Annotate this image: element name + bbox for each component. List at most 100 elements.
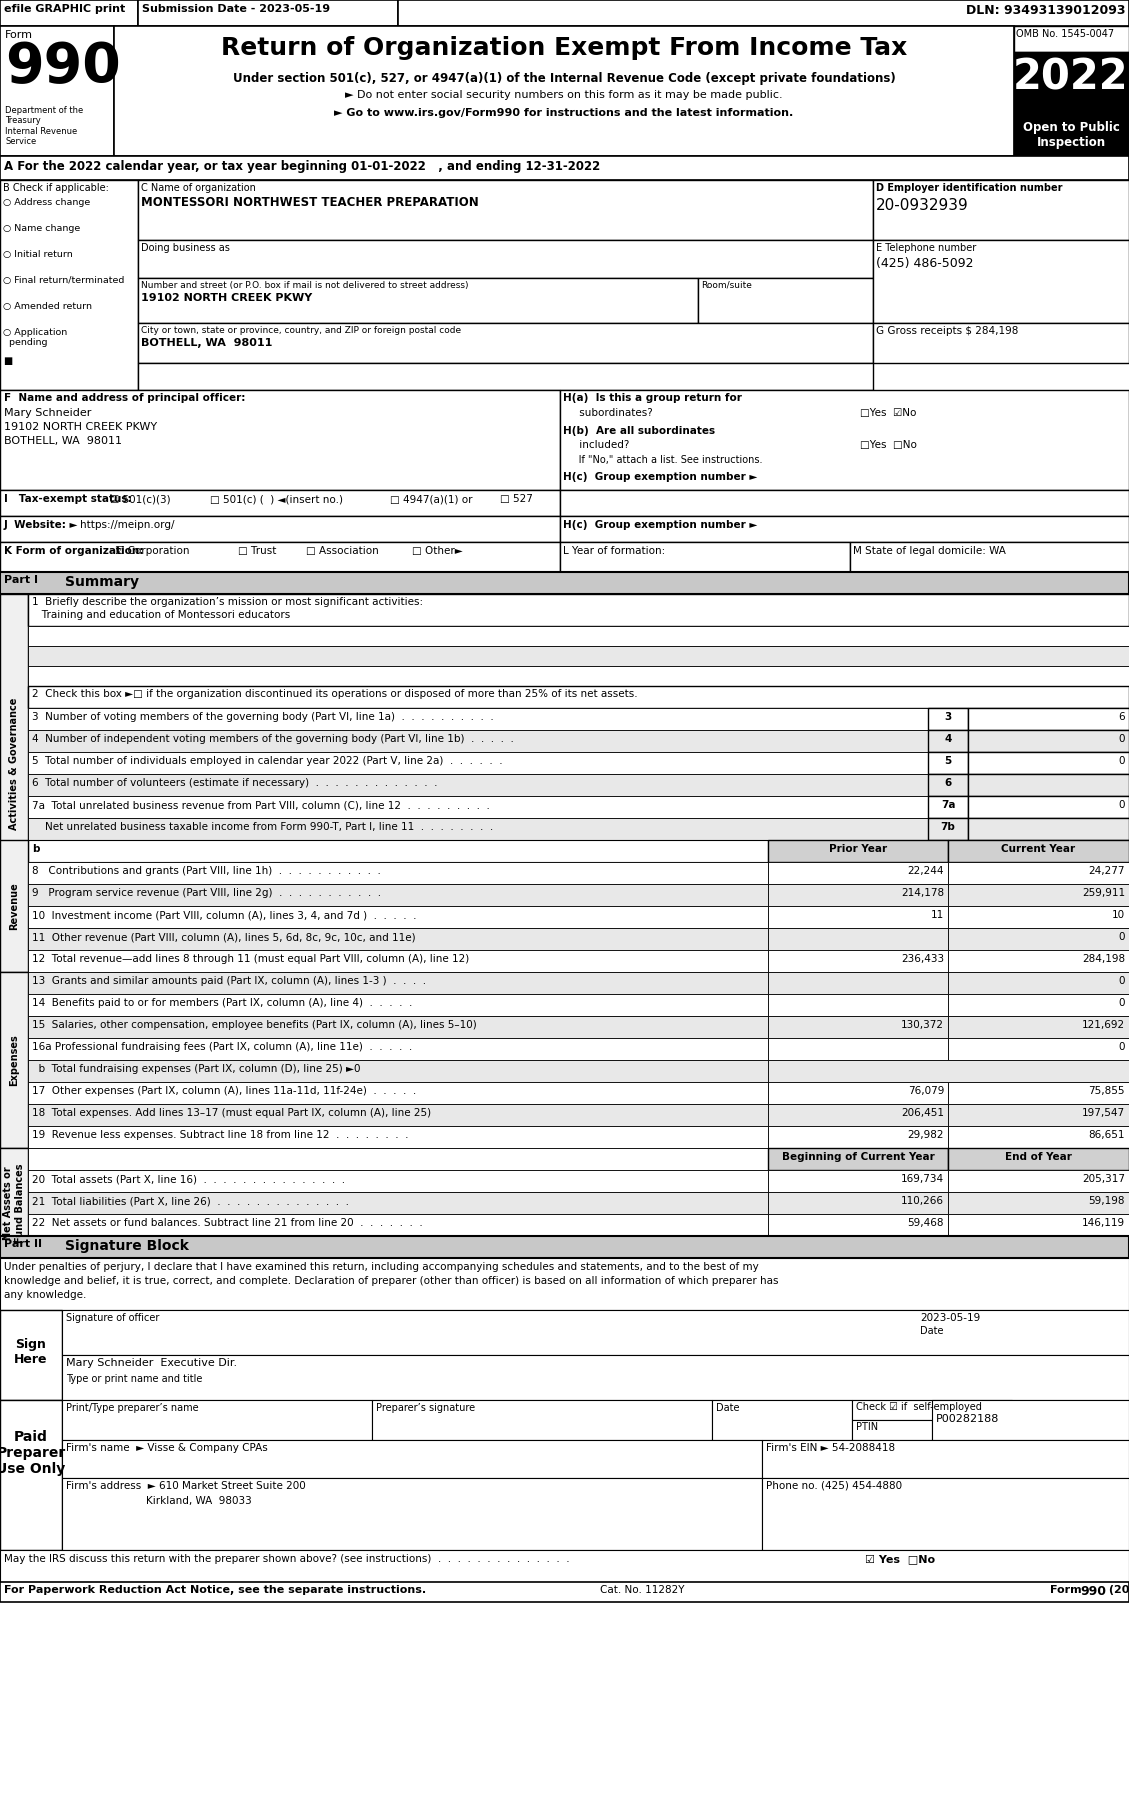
Bar [0, 25, 114, 156]
Text: Part I: Part I [5, 575, 38, 584]
Text: 0: 0 [1119, 932, 1124, 941]
Bar [948, 1170, 1129, 1192]
Text: any knowledge.: any knowledge. [5, 1290, 87, 1301]
Text: ○ Final return/terminated: ○ Final return/terminated [3, 276, 124, 285]
Bar [768, 994, 948, 1016]
Bar [928, 818, 968, 840]
Bar [768, 1192, 948, 1214]
Bar [0, 1148, 28, 1257]
Text: ☑ 501(c)(3): ☑ 501(c)(3) [110, 493, 170, 504]
Bar [698, 278, 873, 323]
Text: ○ Initial return: ○ Initial return [3, 250, 72, 259]
Bar [138, 278, 698, 323]
Text: 2022: 2022 [1013, 56, 1129, 98]
Text: Number and street (or P.O. box if mail is not delivered to street address): Number and street (or P.O. box if mail i… [141, 281, 469, 290]
Bar [28, 883, 768, 905]
Text: ☑ Yes  □No: ☑ Yes □No [865, 1555, 935, 1564]
Bar [560, 490, 1129, 515]
Bar [768, 1038, 948, 1059]
Text: 2  Check this box ►□ if the organization discontinued its operations or disposed: 2 Check this box ►□ if the organization … [32, 689, 638, 698]
Bar [28, 729, 928, 753]
Bar [28, 972, 768, 994]
Text: 284,198: 284,198 [1082, 954, 1124, 963]
Text: PTIN: PTIN [856, 1422, 878, 1431]
Bar [768, 883, 948, 905]
Text: Revenue: Revenue [9, 882, 19, 931]
Text: ■: ■ [3, 356, 12, 366]
Text: D Employer identification number: D Employer identification number [876, 183, 1062, 192]
Bar [852, 1400, 1012, 1420]
Bar [28, 646, 1129, 666]
Text: 15  Salaries, other compensation, employee benefits (Part IX, column (A), lines : 15 Salaries, other compensation, employe… [32, 1019, 476, 1030]
Bar [62, 1478, 762, 1549]
Bar [399, 0, 1129, 25]
Text: C Name of organization: C Name of organization [141, 183, 256, 192]
Text: Kirkland, WA  98033: Kirkland, WA 98033 [146, 1497, 252, 1506]
Bar [768, 972, 948, 994]
Bar [0, 1310, 62, 1400]
Text: Signature Block: Signature Block [65, 1239, 189, 1253]
Text: M State of legal domicile: WA: M State of legal domicile: WA [854, 546, 1006, 557]
Text: 20  Total assets (Part X, line 16)  .  .  .  .  .  .  .  .  .  .  .  .  .  .  .: 20 Total assets (Part X, line 16) . . . … [32, 1174, 345, 1185]
Text: □ 527: □ 527 [500, 493, 533, 504]
Bar [28, 862, 768, 883]
Bar [0, 156, 1129, 180]
Text: 29,982: 29,982 [908, 1130, 944, 1139]
Text: DLN: 93493139012093: DLN: 93493139012093 [965, 4, 1124, 16]
Text: 13  Grants and similar amounts paid (Part IX, column (A), lines 1-3 )  .  .  .  : 13 Grants and similar amounts paid (Part… [32, 976, 426, 987]
Bar [28, 593, 1129, 626]
Bar [933, 1400, 1129, 1440]
Text: End of Year: End of Year [1005, 1152, 1071, 1163]
Bar [948, 1148, 1129, 1170]
Bar [0, 1257, 1129, 1310]
Text: subordinates?: subordinates? [563, 408, 653, 417]
Bar [873, 323, 1129, 363]
Text: Prior Year: Prior Year [829, 844, 887, 854]
Bar [28, 1214, 768, 1235]
Bar [948, 905, 1129, 929]
Bar [0, 1582, 1129, 1602]
Bar [28, 1148, 768, 1170]
Text: 5: 5 [944, 756, 952, 766]
Bar [928, 707, 968, 729]
Text: K Form of organization:: K Form of organization: [5, 546, 143, 557]
Bar [138, 239, 873, 278]
Bar [28, 1105, 768, 1126]
Bar [28, 818, 928, 840]
Text: 8   Contributions and grants (Part VIII, line 1h)  .  .  .  .  .  .  .  .  .  . : 8 Contributions and grants (Part VIII, l… [32, 865, 380, 876]
Text: 18  Total expenses. Add lines 13–17 (must equal Part IX, column (A), line 25): 18 Total expenses. Add lines 13–17 (must… [32, 1108, 431, 1117]
Text: 6: 6 [944, 778, 952, 787]
Bar [0, 490, 560, 515]
Bar [873, 239, 1129, 323]
Text: Paid
Preparer
Use Only: Paid Preparer Use Only [0, 1429, 65, 1477]
Text: 0: 0 [1119, 800, 1124, 811]
Bar [28, 1170, 768, 1192]
Text: Submission Date - 2023-05-19: Submission Date - 2023-05-19 [142, 4, 330, 15]
Text: Doing business as: Doing business as [141, 243, 230, 252]
Bar [968, 818, 1129, 840]
Bar [948, 1081, 1129, 1105]
Bar [28, 1192, 768, 1214]
Text: 197,547: 197,547 [1082, 1108, 1124, 1117]
Text: Cat. No. 11282Y: Cat. No. 11282Y [599, 1585, 684, 1595]
Bar [28, 707, 928, 729]
Text: 9   Program service revenue (Part VIII, line 2g)  .  .  .  .  .  .  .  .  .  .  : 9 Program service revenue (Part VIII, li… [32, 889, 382, 898]
Bar [28, 753, 928, 775]
Bar [0, 0, 138, 25]
Text: MONTESSORI NORTHWEST TEACHER PREPARATION: MONTESSORI NORTHWEST TEACHER PREPARATION [141, 196, 479, 209]
Bar [948, 951, 1129, 972]
Text: Beginning of Current Year: Beginning of Current Year [781, 1152, 935, 1163]
Text: Expenses: Expenses [9, 1034, 19, 1087]
Text: City or town, state or province, country, and ZIP or foreign postal code: City or town, state or province, country… [141, 327, 461, 336]
Bar [762, 1478, 1129, 1549]
Text: 3: 3 [944, 713, 952, 722]
Text: Form: Form [1050, 1585, 1085, 1595]
Text: Print/Type preparer’s name: Print/Type preparer’s name [65, 1402, 199, 1413]
Text: Mary Schneider  Executive Dir.: Mary Schneider Executive Dir. [65, 1359, 237, 1368]
Bar [768, 1148, 948, 1170]
Text: H(b)  Are all subordinates: H(b) Are all subordinates [563, 426, 715, 435]
Text: 0: 0 [1119, 1041, 1124, 1052]
Text: ○ Address change: ○ Address change [3, 198, 90, 207]
Text: 11: 11 [930, 911, 944, 920]
Bar [850, 542, 1129, 571]
